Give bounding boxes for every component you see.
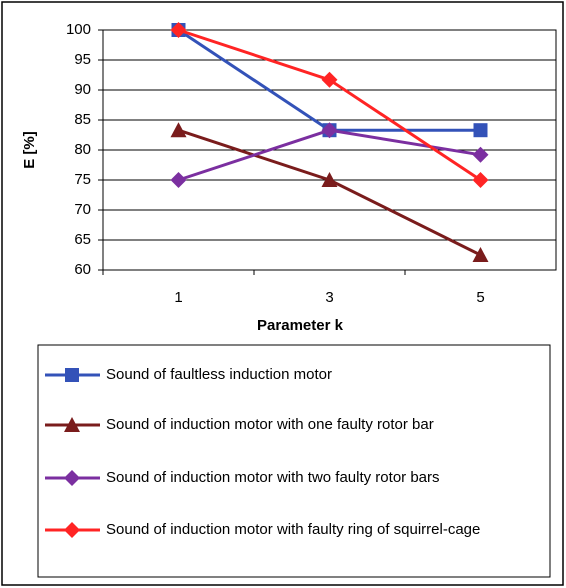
y-tick-label: 75 [74,171,91,188]
legend-box [37,344,551,578]
legend-line-text: Sound of induction motor with two faulty… [106,469,440,486]
y-axis-title: E [%] [21,131,38,169]
marker [65,368,79,382]
legend-line-text: Sound of induction motor with one faulty… [106,416,434,433]
marker [170,22,187,38]
marker [64,417,80,432]
y-tick-label: 85 [74,111,91,128]
legend-line-text: Sound of induction motor with faulty rin… [106,521,480,538]
x-tick-label: 1 [174,289,182,306]
y-tick-label: 95 [74,51,91,68]
legend-label: Sound of induction motor with two faulty… [106,469,440,486]
marker [321,122,338,139]
y-tick-label: 70 [74,201,91,218]
legend-line-text: Sound of faultless induction motor [106,366,332,383]
y-tick-label: 90 [74,81,91,98]
marker [64,470,80,486]
y-tick-label: 100 [66,21,91,38]
marker [64,522,80,538]
marker [472,146,489,163]
legend-label: Sound of faultless induction motor [106,366,332,383]
marker [472,172,489,188]
marker [170,122,187,138]
legend-label: Sound of induction motor with faulty rin… [106,521,480,538]
x-axis-title: Parameter k [257,317,344,334]
legend-label: Sound of induction motor with one faulty… [106,416,434,433]
y-tick-label: 80 [74,141,91,158]
marker [170,172,187,188]
plot-border [102,29,557,271]
marker [321,172,338,187]
marker [321,71,338,88]
x-tick-label: 5 [476,289,484,306]
y-tick-label: 60 [74,261,91,278]
marker [472,247,489,262]
x-tick-label: 3 [325,289,333,306]
y-tick-label: 65 [74,231,91,248]
marker [473,123,488,138]
